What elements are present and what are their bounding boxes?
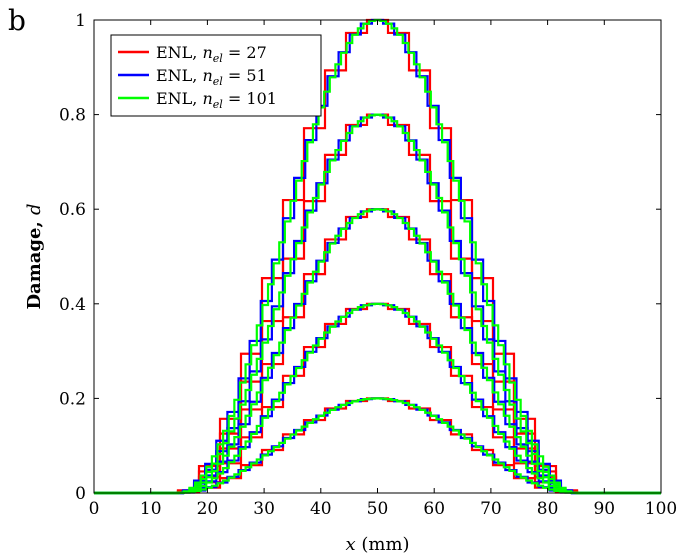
y-tick-label: 0.8 [59, 106, 86, 126]
series-2-profile-3 [94, 208, 661, 495]
y-axis-label-symbol: d [24, 203, 45, 215]
series-3-profile-3 [94, 208, 661, 495]
x-tick-label: 10 [140, 499, 162, 519]
y-axis-label-main: Damage, [24, 215, 45, 310]
legend-entry: ENL, nel = 27 [156, 43, 267, 65]
series-1-profile-3 [94, 208, 661, 495]
y-axis-label: Damage, d [24, 203, 45, 309]
x-tick-label: 30 [253, 499, 275, 519]
series-1-profile-1 [94, 397, 661, 495]
legend-entry: ENL, nel = 101 [156, 89, 277, 111]
x-tick-label: 70 [480, 499, 502, 519]
x-tick-label: 90 [593, 499, 615, 519]
x-axis-label-unit: (mm) [356, 534, 410, 555]
x-tick-label: 20 [197, 499, 219, 519]
x-tick-label: 80 [537, 499, 559, 519]
panel-label: b [8, 4, 26, 37]
y-tick-label: 1 [75, 11, 86, 31]
series-2-profile-1 [94, 397, 661, 495]
x-axis-label-symbol: x [345, 534, 355, 555]
x-tick-label: 0 [89, 499, 100, 519]
ticks-layer: 0 10 20 30 40 50 60 70 80 90 100 0 0.2 0.4 0.6 0.8 1 [59, 11, 677, 519]
x-tick-label: 60 [423, 499, 445, 519]
y-tick-label: 0 [75, 484, 86, 504]
x-axis-label: x (mm) [345, 534, 409, 555]
series-3-profile-1 [94, 397, 661, 495]
series-3 [94, 18, 661, 495]
x-tick-label: 50 [367, 499, 389, 519]
x-tick-label: 40 [310, 499, 332, 519]
y-tick-label: 0.4 [59, 295, 86, 315]
series-3-profile-2 [94, 302, 661, 495]
series-3-profile-4 [94, 113, 661, 495]
legend-entry: ENL, nel = 51 [156, 66, 267, 88]
x-tick-label: 100 [645, 499, 677, 519]
y-tick-label: 0.6 [59, 200, 86, 220]
y-tick-label: 0.2 [59, 389, 86, 409]
